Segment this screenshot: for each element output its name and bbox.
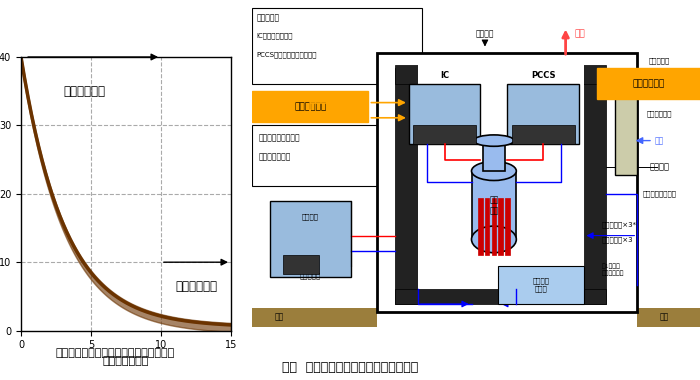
FancyBboxPatch shape xyxy=(395,65,606,84)
Text: 水冷システム: 水冷システム xyxy=(63,85,105,98)
FancyBboxPatch shape xyxy=(252,91,368,122)
FancyBboxPatch shape xyxy=(483,141,505,171)
X-axis label: 経過時間［日］: 経過時間［日］ xyxy=(103,356,149,366)
FancyBboxPatch shape xyxy=(615,91,637,175)
Text: IC：非常用復水器: IC：非常用復水器 xyxy=(256,32,293,39)
FancyBboxPatch shape xyxy=(512,125,575,144)
Text: 水冷・空冷システムの動作期間と除熱量: 水冷・空冷システムの動作期間と除熱量 xyxy=(56,348,175,358)
FancyBboxPatch shape xyxy=(413,125,476,144)
Text: 水冷システム配管や: 水冷システム配管や xyxy=(259,133,300,142)
FancyBboxPatch shape xyxy=(584,68,606,304)
FancyBboxPatch shape xyxy=(478,198,483,255)
FancyBboxPatch shape xyxy=(377,53,637,312)
Text: 外気: 外気 xyxy=(655,136,664,145)
FancyBboxPatch shape xyxy=(284,255,319,274)
Text: 空冷システム: 空冷システム xyxy=(632,79,664,88)
Text: 高圧注水系×3*: 高圧注水系×3* xyxy=(601,221,636,228)
Text: 縦方向流路: 縦方向流路 xyxy=(649,57,671,64)
FancyBboxPatch shape xyxy=(508,84,579,144)
Text: 建屋構造: 建屋構造 xyxy=(476,30,494,39)
Ellipse shape xyxy=(472,226,517,253)
Text: 水冷システム: 水冷システム xyxy=(294,102,326,111)
FancyBboxPatch shape xyxy=(491,198,496,255)
FancyBboxPatch shape xyxy=(498,266,584,304)
Text: 冷却プール: 冷却プール xyxy=(300,272,321,279)
Text: PCCS: PCCS xyxy=(531,71,556,80)
Text: IC: IC xyxy=(440,71,449,80)
Text: 地面: 地面 xyxy=(274,313,284,322)
Text: PCCS：静的格納容器冷却系: PCCS：静的格納容器冷却系 xyxy=(256,51,317,58)
FancyBboxPatch shape xyxy=(252,308,377,327)
Text: 地面: 地面 xyxy=(659,313,668,322)
FancyBboxPatch shape xyxy=(252,125,400,186)
Text: 圧力容器に接続: 圧力容器に接続 xyxy=(259,152,291,161)
Ellipse shape xyxy=(472,162,517,180)
Text: 図１  開発した原子炉自然冷却システム: 図１ 開発した原子炉自然冷却システム xyxy=(282,361,418,374)
Text: 略号の説明: 略号の説明 xyxy=(256,13,279,22)
FancyBboxPatch shape xyxy=(637,308,700,327)
FancyBboxPatch shape xyxy=(472,171,517,239)
FancyBboxPatch shape xyxy=(597,68,700,99)
Text: 外部からの注水系: 外部からの注水系 xyxy=(643,190,677,197)
Text: 圧力
容器: 圧力 容器 xyxy=(489,195,498,215)
FancyBboxPatch shape xyxy=(270,201,351,277)
FancyBboxPatch shape xyxy=(505,198,510,255)
FancyBboxPatch shape xyxy=(418,65,584,289)
FancyBboxPatch shape xyxy=(498,198,503,255)
Text: 格納容器: 格納容器 xyxy=(650,163,670,172)
Text: 空冷熱交換器: 空冷熱交換器 xyxy=(647,111,673,117)
Text: ＊1系統は
タービン駆動: ＊1系統は タービン駆動 xyxy=(601,264,624,276)
Text: 低圧注水系×3: 低圧注水系×3 xyxy=(601,236,633,243)
Ellipse shape xyxy=(474,135,514,146)
Text: 圧力抑制
プール: 圧力抑制 プール xyxy=(533,278,550,292)
Text: 排気: 排気 xyxy=(575,30,585,39)
FancyBboxPatch shape xyxy=(395,68,418,304)
FancyBboxPatch shape xyxy=(395,289,606,304)
FancyBboxPatch shape xyxy=(485,198,489,255)
Text: 空冷システム: 空冷システム xyxy=(175,280,217,293)
FancyBboxPatch shape xyxy=(409,84,480,144)
FancyBboxPatch shape xyxy=(252,8,422,84)
Text: 水冷熱交: 水冷熱交 xyxy=(302,213,318,220)
